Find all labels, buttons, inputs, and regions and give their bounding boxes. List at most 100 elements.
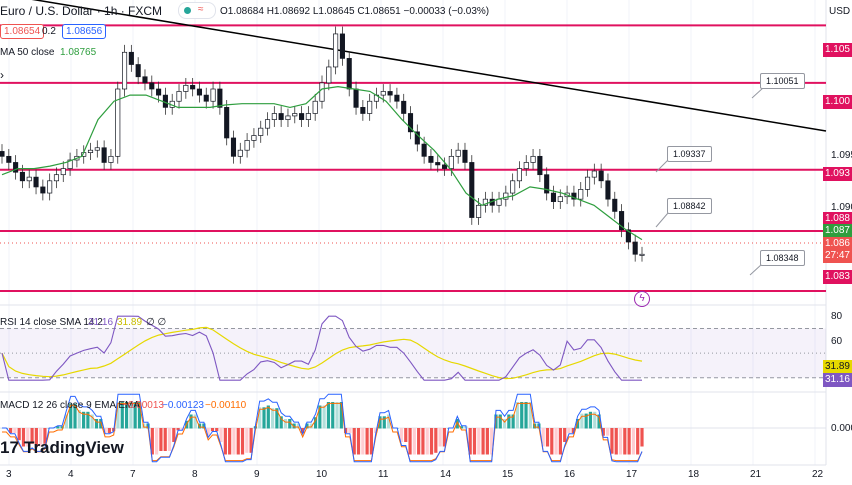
buy-price-button[interactable]: 1.08656 bbox=[62, 24, 107, 39]
price-callout[interactable]: 1.10051 bbox=[760, 73, 805, 89]
level-axis-label: 1.088 bbox=[822, 212, 852, 226]
rsi-legend-label[interactable]: RSI 14 close SMA 14 2 bbox=[0, 317, 103, 328]
macd-histogram-bar bbox=[296, 423, 300, 429]
x-tick: 22 bbox=[812, 469, 824, 480]
macd-histogram-bar bbox=[236, 428, 240, 455]
macd-histogram-bar bbox=[477, 428, 481, 455]
macd-histogram-bar bbox=[374, 428, 378, 433]
market-status-indicator[interactable]: ≈ bbox=[178, 2, 216, 19]
ma-legend-label[interactable]: MA 50 close bbox=[0, 47, 55, 58]
candle-body bbox=[312, 100, 318, 114]
macd-histogram-bar bbox=[610, 428, 614, 454]
macd-histogram-bar bbox=[30, 428, 34, 444]
candle-body bbox=[421, 143, 427, 157]
macd-histogram-bar bbox=[228, 428, 232, 455]
macd-histogram-bar bbox=[438, 428, 442, 447]
candle-body bbox=[87, 149, 94, 154]
candle-body bbox=[299, 113, 305, 120]
macd-histogram-bar bbox=[116, 402, 120, 429]
price-callout[interactable]: 1.09337 bbox=[667, 146, 712, 162]
currency-label[interactable]: USD bbox=[829, 6, 851, 17]
candle-body bbox=[326, 66, 332, 84]
candle-body bbox=[387, 91, 393, 96]
tradingview-logo[interactable]: 17 TradingView bbox=[0, 438, 124, 457]
macd-histogram-bar bbox=[550, 428, 554, 455]
candle-body bbox=[251, 135, 257, 141]
rsi-sma-axis-label: 31.89 bbox=[822, 360, 852, 374]
macd-histogram-bar bbox=[271, 408, 275, 429]
lightning-icon[interactable]: ϟ bbox=[634, 291, 650, 307]
rsi-line bbox=[1, 315, 642, 381]
candle-body bbox=[469, 162, 475, 218]
candle-body bbox=[258, 127, 264, 136]
macd-histogram-bar bbox=[17, 428, 21, 441]
macd-histogram-bar bbox=[335, 402, 339, 429]
sell-price-button[interactable]: 1.08654 bbox=[0, 24, 45, 39]
candle-body bbox=[224, 107, 230, 139]
macd-histogram-bar bbox=[301, 428, 305, 433]
price-callout[interactable]: 1.08348 bbox=[760, 250, 805, 266]
candle-body bbox=[360, 107, 366, 114]
macd-histogram-bar bbox=[502, 419, 507, 429]
macd-histogram-bar bbox=[631, 428, 636, 455]
macd-histogram-bar bbox=[528, 402, 532, 429]
macd-histogram-bar bbox=[593, 411, 597, 429]
candle-body bbox=[19, 171, 25, 182]
candle-body bbox=[503, 192, 509, 200]
macd-histogram-bar bbox=[94, 419, 99, 429]
macd-histogram-bar bbox=[352, 428, 356, 455]
macd-histogram-bar bbox=[348, 428, 352, 433]
macd-histogram-bar bbox=[498, 414, 502, 429]
candle-body bbox=[115, 88, 121, 157]
macd-histogram-bar bbox=[155, 428, 159, 455]
candle-body bbox=[305, 113, 311, 120]
price-callout[interactable]: 1.08842 bbox=[667, 198, 712, 214]
macd-histogram-bar bbox=[399, 428, 404, 442]
candle-body bbox=[557, 196, 563, 202]
macd-histogram-bar bbox=[417, 428, 421, 455]
candle-body bbox=[183, 84, 189, 92]
macd-histogram-bar bbox=[39, 428, 43, 447]
candles bbox=[0, 26, 645, 262]
candle-body bbox=[380, 91, 386, 96]
macd-histogram-bar bbox=[133, 402, 137, 429]
macd-histogram-bar bbox=[490, 428, 494, 455]
macd-histogram-bar bbox=[459, 426, 464, 429]
candle-body bbox=[496, 198, 502, 206]
candle-body bbox=[339, 33, 345, 59]
candle-body bbox=[53, 174, 60, 182]
ma50-line bbox=[1, 85, 643, 241]
macd-histogram-bar bbox=[472, 428, 477, 455]
candle-body bbox=[26, 176, 32, 182]
candle-body bbox=[428, 155, 434, 163]
spread-value: 0.2 bbox=[42, 26, 56, 37]
macd-histogram-bar bbox=[120, 402, 124, 429]
collapse-chevron-icon[interactable]: › bbox=[0, 68, 4, 82]
macd-histogram-bar bbox=[618, 428, 623, 455]
macd-histogram-bar bbox=[305, 423, 309, 429]
macd-histogram-bar bbox=[159, 428, 163, 451]
macd-histogram-bar bbox=[425, 428, 429, 455]
candle-body bbox=[632, 241, 638, 255]
symbol-title[interactable]: Euro / U.S. Dollar · 1h · FXCM bbox=[0, 4, 163, 18]
candle-body bbox=[176, 91, 182, 102]
macd-histogram-bar bbox=[167, 428, 172, 451]
macd-histogram-bar bbox=[515, 402, 520, 429]
candle-body bbox=[278, 113, 284, 120]
macd-histogram-bar bbox=[369, 428, 373, 455]
macd-histogram-bar bbox=[86, 411, 90, 429]
tradingview-mark-icon: 17 bbox=[0, 438, 19, 457]
ohlc-values: O1.08684 H1.08692 L1.08645 C1.08651 −0.0… bbox=[220, 6, 490, 17]
macd-histogram-bar bbox=[26, 428, 30, 447]
macd-histogram-bar bbox=[571, 428, 575, 433]
macd-histogram-bar bbox=[202, 423, 206, 429]
rsi-tick: 60 bbox=[831, 336, 843, 347]
macd-histogram-bar bbox=[206, 428, 210, 436]
macd-histogram-bar bbox=[614, 428, 618, 455]
macd-legend-label[interactable]: MACD 12 26 close 9 EMA EMA bbox=[0, 400, 141, 411]
macd-histogram-bar bbox=[163, 428, 167, 451]
level-axis-label: 1.100 bbox=[822, 95, 852, 109]
macd-histogram-bar bbox=[322, 405, 326, 429]
macd-histogram-bar bbox=[288, 419, 292, 429]
